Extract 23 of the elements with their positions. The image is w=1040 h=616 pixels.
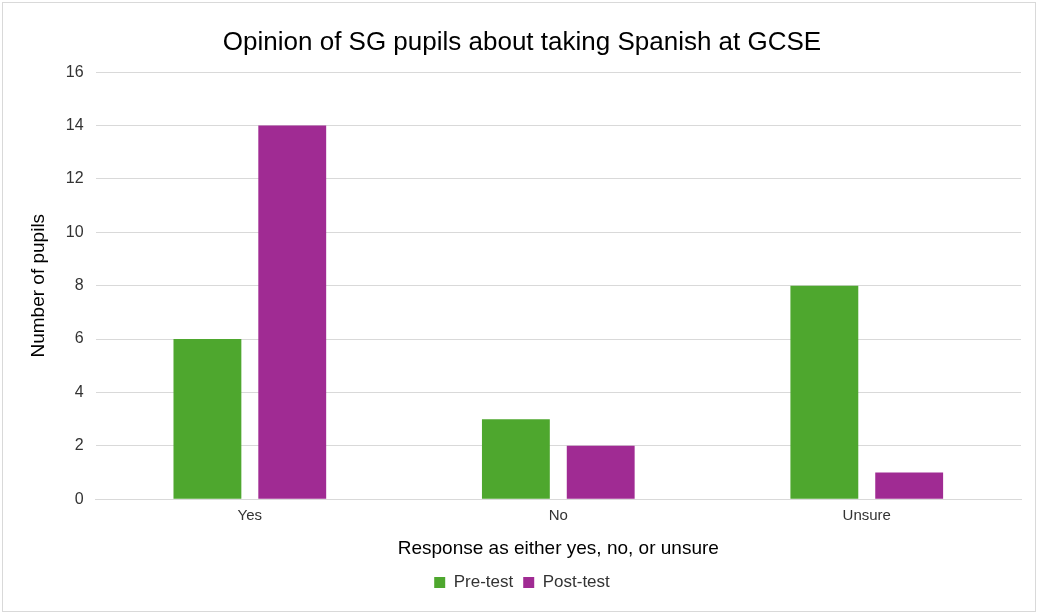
y-tick-label: 4: [74, 382, 84, 400]
chart-title: Opinion of SG pupils about taking Spanish at GCSE: [222, 25, 822, 56]
y-tick-label: 10: [65, 222, 84, 240]
bar: [173, 339, 242, 499]
legend-label: Pre-test: [453, 572, 514, 592]
bar: [566, 445, 635, 499]
y-tick-label: 0: [74, 489, 84, 507]
bar: [790, 285, 859, 499]
y-tick-label: 2: [74, 436, 84, 454]
x-axis-title: Response as either yes, no, or unsure: [397, 536, 719, 558]
bar: [258, 125, 327, 499]
x-tick-label: Unsure: [842, 506, 891, 524]
x-tick-label: No: [548, 506, 568, 524]
bar: [875, 472, 944, 499]
legend-label: Post-test: [542, 572, 611, 592]
y-tick-label: 16: [65, 62, 84, 80]
y-tick-label: 14: [65, 115, 84, 133]
x-tick-label: Yes: [237, 506, 263, 524]
y-axis-title: Number of pupils: [26, 213, 48, 358]
bar: [481, 419, 550, 499]
y-tick-label: 12: [65, 169, 84, 187]
y-tick-label: 8: [74, 276, 84, 294]
y-tick-label: 6: [74, 329, 84, 347]
